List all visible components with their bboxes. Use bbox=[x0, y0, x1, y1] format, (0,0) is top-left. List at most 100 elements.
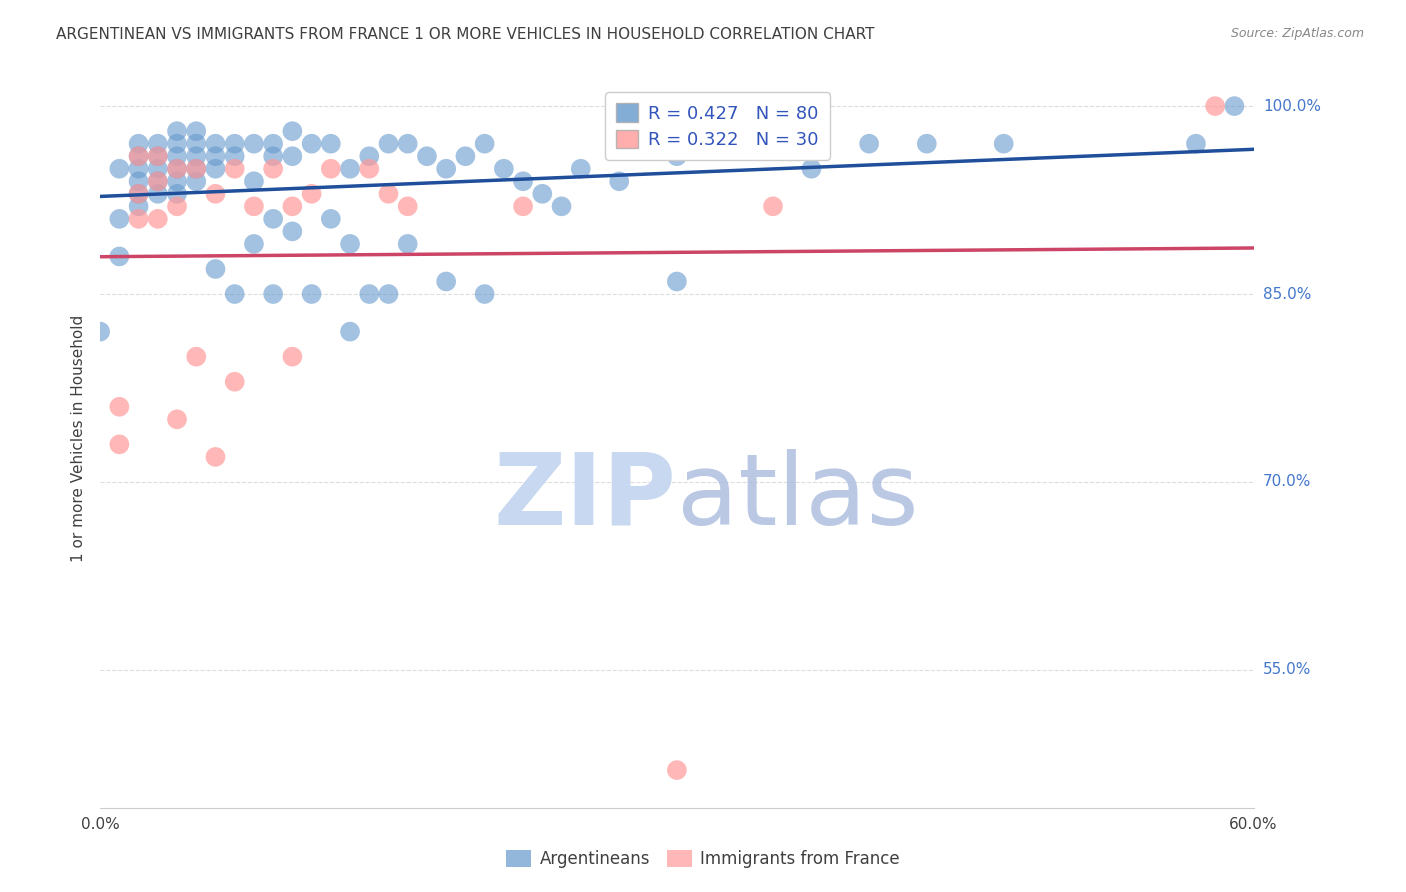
Point bbox=[146, 136, 169, 151]
Point bbox=[128, 174, 150, 188]
Point bbox=[108, 437, 131, 451]
Point bbox=[993, 136, 1015, 151]
Point bbox=[858, 136, 880, 151]
Point bbox=[108, 400, 131, 414]
Point bbox=[224, 287, 246, 301]
Point bbox=[396, 136, 419, 151]
Point bbox=[665, 763, 688, 777]
Point bbox=[186, 136, 208, 151]
Point bbox=[396, 199, 419, 213]
Point bbox=[474, 287, 496, 301]
Point bbox=[128, 186, 150, 201]
Point bbox=[262, 136, 284, 151]
Point bbox=[224, 375, 246, 389]
Point bbox=[243, 174, 266, 188]
Point bbox=[166, 186, 188, 201]
Point bbox=[262, 287, 284, 301]
Point bbox=[281, 149, 304, 163]
Point bbox=[319, 161, 342, 176]
Point bbox=[762, 199, 785, 213]
Point bbox=[301, 186, 323, 201]
Point bbox=[166, 199, 188, 213]
Point bbox=[281, 199, 304, 213]
Text: 100.0%: 100.0% bbox=[1263, 99, 1322, 113]
Point bbox=[89, 325, 111, 339]
Point bbox=[128, 161, 150, 176]
Point bbox=[531, 186, 554, 201]
Point bbox=[146, 174, 169, 188]
Point bbox=[319, 211, 342, 226]
Point bbox=[243, 236, 266, 251]
Point bbox=[319, 136, 342, 151]
Point bbox=[166, 412, 188, 426]
Point bbox=[627, 136, 650, 151]
Point bbox=[146, 186, 169, 201]
Point bbox=[186, 149, 208, 163]
Text: 85.0%: 85.0% bbox=[1263, 286, 1312, 301]
Point bbox=[492, 161, 515, 176]
Text: ZIP: ZIP bbox=[494, 449, 676, 546]
Point bbox=[166, 161, 188, 176]
Point bbox=[281, 124, 304, 138]
Point bbox=[108, 249, 131, 263]
Point bbox=[186, 161, 208, 176]
Point bbox=[186, 124, 208, 138]
Point bbox=[396, 236, 419, 251]
Point bbox=[665, 149, 688, 163]
Point bbox=[301, 136, 323, 151]
Point bbox=[359, 149, 381, 163]
Point bbox=[1185, 136, 1208, 151]
Point bbox=[204, 450, 226, 464]
Point bbox=[166, 136, 188, 151]
Point bbox=[339, 236, 361, 251]
Point bbox=[186, 350, 208, 364]
Point bbox=[1223, 99, 1246, 113]
Point bbox=[224, 136, 246, 151]
Text: 55.0%: 55.0% bbox=[1263, 663, 1312, 677]
Point bbox=[108, 161, 131, 176]
Point bbox=[204, 136, 226, 151]
Point bbox=[146, 211, 169, 226]
Point bbox=[377, 136, 399, 151]
Point bbox=[243, 136, 266, 151]
Point bbox=[128, 136, 150, 151]
Point bbox=[146, 174, 169, 188]
Text: ARGENTINEAN VS IMMIGRANTS FROM FRANCE 1 OR MORE VEHICLES IN HOUSEHOLD CORRELATIO: ARGENTINEAN VS IMMIGRANTS FROM FRANCE 1 … bbox=[56, 27, 875, 42]
Point bbox=[128, 211, 150, 226]
Point bbox=[166, 174, 188, 188]
Point bbox=[434, 161, 457, 176]
Point bbox=[186, 174, 208, 188]
Point bbox=[723, 136, 745, 151]
Point bbox=[454, 149, 477, 163]
Text: 70.0%: 70.0% bbox=[1263, 475, 1312, 490]
Point bbox=[262, 149, 284, 163]
Point bbox=[474, 136, 496, 151]
Point bbox=[301, 287, 323, 301]
Point bbox=[281, 350, 304, 364]
Point bbox=[359, 287, 381, 301]
Point bbox=[204, 149, 226, 163]
Point bbox=[915, 136, 938, 151]
Y-axis label: 1 or more Vehicles in Household: 1 or more Vehicles in Household bbox=[72, 315, 86, 562]
Legend: Argentineans, Immigrants from France: Argentineans, Immigrants from France bbox=[499, 843, 907, 875]
Point bbox=[204, 186, 226, 201]
Point bbox=[569, 161, 592, 176]
Point bbox=[512, 174, 534, 188]
Point bbox=[224, 161, 246, 176]
Point bbox=[146, 149, 169, 163]
Point bbox=[243, 199, 266, 213]
Point bbox=[166, 161, 188, 176]
Point bbox=[339, 161, 361, 176]
Text: atlas: atlas bbox=[676, 449, 918, 546]
Point bbox=[281, 224, 304, 238]
Point bbox=[166, 149, 188, 163]
Point bbox=[665, 275, 688, 289]
Point bbox=[800, 161, 823, 176]
Point bbox=[1204, 99, 1226, 113]
Point bbox=[434, 275, 457, 289]
Point bbox=[377, 186, 399, 201]
Text: Source: ZipAtlas.com: Source: ZipAtlas.com bbox=[1230, 27, 1364, 40]
Point bbox=[166, 124, 188, 138]
Point bbox=[262, 161, 284, 176]
Point bbox=[128, 186, 150, 201]
